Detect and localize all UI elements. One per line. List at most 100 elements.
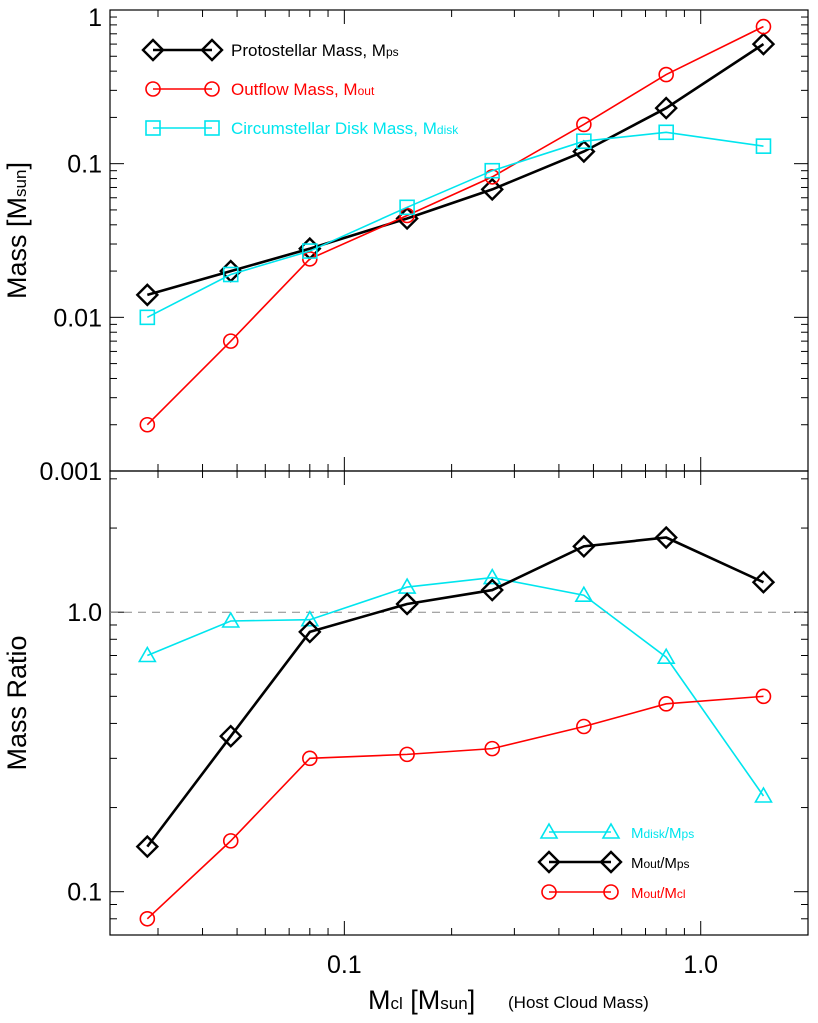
legend-label-subscript: cl [677, 887, 686, 901]
legend-label-text: Protostellar Mass, M [231, 41, 386, 60]
data-point [135, 834, 160, 859]
x-axis-label-subscript: cl [391, 994, 403, 1013]
data-point [484, 162, 501, 179]
series-line [146, 536, 765, 848]
data-point [572, 534, 596, 559]
top-panel: 0.001 0.01 0.1 1 Mass [Msun] Protostellar Mas… [2, 4, 809, 486]
plot-frame [109, 9, 809, 472]
data-point [654, 525, 678, 550]
data-point [302, 251, 318, 267]
legend-label-text: /M [660, 885, 677, 902]
plot-frame [109, 470, 809, 936]
x-axis-label-text: M [368, 985, 391, 1015]
y-tick-label: 0.1 [67, 151, 102, 179]
legend-label-subscript: ps [677, 857, 690, 871]
x-axis-label-subscript: sun [440, 994, 467, 1013]
legend-item: Protostellar Mass, Mps [141, 38, 399, 62]
data-point [399, 746, 415, 763]
legend-label-text: Circumstellar Disk Mass, M [231, 119, 437, 138]
series-2 [139, 124, 772, 326]
legend-marker [204, 81, 220, 97]
y-axis-label-text: Mass [M [2, 197, 32, 299]
legend-label-text: M [631, 885, 644, 902]
bottom-panel: 0.1 1.0 0.1 1.0 Mass Ratio Mcl [Msun] (Host Cl… [2, 470, 809, 1015]
data-point [751, 32, 776, 56]
data-point [139, 416, 156, 433]
legend-label-text: M [631, 855, 644, 872]
legend-item: Outflow Mass, Mout [145, 80, 375, 99]
legend-item: Mout/Mps [537, 850, 690, 874]
legend-marker [145, 120, 161, 136]
data-point [755, 688, 772, 705]
data-point [222, 833, 239, 849]
series-0 [135, 32, 776, 307]
y-tick-label: 0.1 [67, 879, 102, 907]
legend-marker [601, 822, 621, 839]
x-tick-label: 0.1 [327, 951, 362, 979]
data-point [219, 724, 243, 748]
legend-label: Mdisk/Mps [631, 825, 694, 842]
series-line [147, 576, 765, 797]
legend-label-subscript: ps [386, 45, 399, 59]
legend-label-subscript: ps [682, 827, 695, 841]
legend-item: Mdisk/Mps [539, 822, 694, 842]
legend-item: Mout/Mcl [541, 884, 686, 902]
data-point [302, 243, 318, 259]
y-tick-label: 1.0 [67, 599, 102, 627]
legend: Protostellar Mass, Mps Outflow Mass, Mout… [141, 38, 459, 138]
legend-marker [200, 38, 224, 62]
legend-label-text: M [631, 825, 644, 842]
legend-label: Mout/Mcl [631, 885, 686, 902]
data-point [576, 116, 592, 133]
legend-marker [539, 822, 559, 839]
x-axis-label-close: ] [468, 985, 476, 1015]
data-point [484, 740, 501, 757]
legend-label-text: /M [665, 825, 682, 842]
x-axis-label-text: [M [403, 985, 441, 1015]
data-point [137, 645, 157, 663]
legend-label: Mout/Mps [631, 855, 690, 872]
data-point [399, 199, 415, 216]
data-point [482, 567, 502, 585]
data-point [395, 592, 419, 616]
series-1 [135, 525, 776, 859]
series-2 [139, 688, 772, 927]
y-axis-label-text: Mass Ratio [2, 635, 32, 770]
data-point [480, 177, 504, 202]
legend-label: Circumstellar Disk Mass, Mdisk [231, 119, 459, 138]
series-line [146, 131, 764, 319]
legend-marker [141, 38, 165, 62]
legend-label: Outflow Mass, Mout [231, 80, 375, 99]
data-point [576, 718, 592, 735]
x-tick-label: 1.0 [683, 951, 718, 979]
series-0 [137, 567, 773, 803]
legend-marker [204, 120, 220, 136]
legend-item: Circumstellar Disk Mass, Mdisk [145, 119, 459, 138]
data-point [751, 570, 776, 594]
y-tick-label: 0.01 [53, 304, 102, 332]
y-axis-label-close: ] [2, 162, 32, 170]
data-point [755, 18, 772, 35]
data-point [302, 750, 318, 767]
legend-marker [599, 850, 623, 874]
data-point [658, 696, 674, 712]
data-point [222, 266, 239, 283]
x-axis-label: Mcl [Msun] [368, 985, 475, 1015]
y-axis-label-subscript: sun [11, 170, 30, 197]
data-point [755, 138, 772, 154]
data-point [576, 133, 592, 150]
data-point [754, 786, 773, 803]
data-point [139, 309, 156, 326]
data-point [658, 66, 674, 83]
legend-label-subscript: disk [437, 123, 459, 137]
legend-label-subscript: out [358, 84, 375, 98]
legend-label: Protostellar Mass, Mps [231, 41, 399, 60]
series-line [146, 695, 764, 920]
legend-marker [603, 884, 619, 900]
x-axis-note: (Host Cloud Mass) [508, 993, 649, 1012]
legend-label-subscript: out [644, 887, 661, 901]
legend-label-subscript: out [644, 857, 661, 871]
legend-label-subscript: disk [644, 827, 666, 841]
